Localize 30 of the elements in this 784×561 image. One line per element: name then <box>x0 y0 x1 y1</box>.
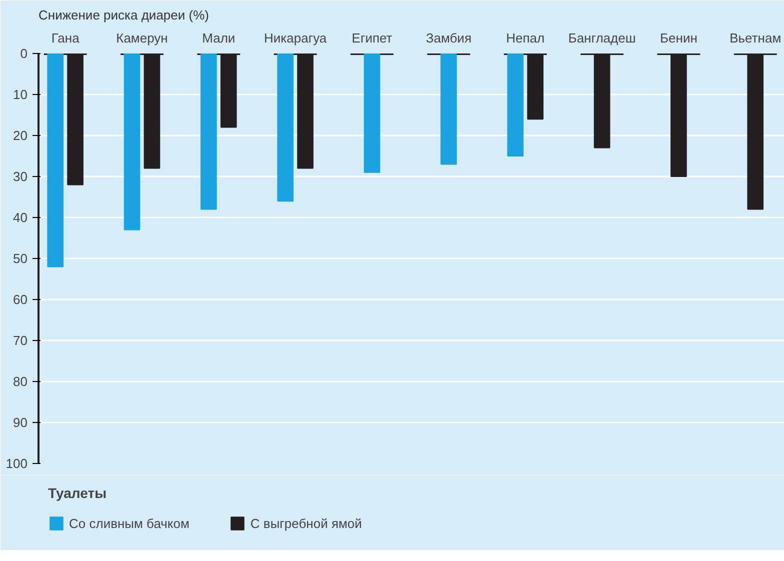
y-tick-label: 60 <box>13 292 28 307</box>
x-tick-label: Замбия <box>426 30 472 46</box>
y-tick-label: 20 <box>13 128 28 143</box>
x-tick-label: Вьетнам <box>730 30 782 46</box>
x-tick-label: Гана <box>51 30 80 46</box>
y-tick-label: 0 <box>20 46 28 61</box>
x-tick-label: Бенин <box>660 30 698 46</box>
bar <box>507 54 524 156</box>
legend-title: Туалеты <box>48 485 108 501</box>
bar <box>200 54 217 210</box>
x-tick-label: Никарагуа <box>264 30 328 46</box>
y-tick-label: 70 <box>13 333 28 348</box>
x-tick-label: Камерун <box>116 30 168 46</box>
y-tick-label: 10 <box>13 87 28 102</box>
x-tick-label: Бангладеш <box>568 30 636 46</box>
bar <box>124 54 140 230</box>
bar <box>277 54 294 202</box>
bar <box>47 54 64 268</box>
x-tick-label: Мали <box>202 30 236 46</box>
y-tick-label: 40 <box>13 210 28 225</box>
y-tick-label: 50 <box>13 251 28 266</box>
y-tick-label: 80 <box>13 374 28 389</box>
y-tick-label: 30 <box>13 169 28 184</box>
y-tick-label: 90 <box>13 415 28 430</box>
x-tick-label: Египет <box>352 30 392 46</box>
legend-label: С выгребной ямой <box>250 515 362 531</box>
y-tick-label: 100 <box>6 456 28 471</box>
legend-label: Со сливным бачком <box>69 515 190 531</box>
chart-title: Снижение риска диареи (%) <box>38 8 209 22</box>
x-tick-label: Непал <box>506 30 545 46</box>
